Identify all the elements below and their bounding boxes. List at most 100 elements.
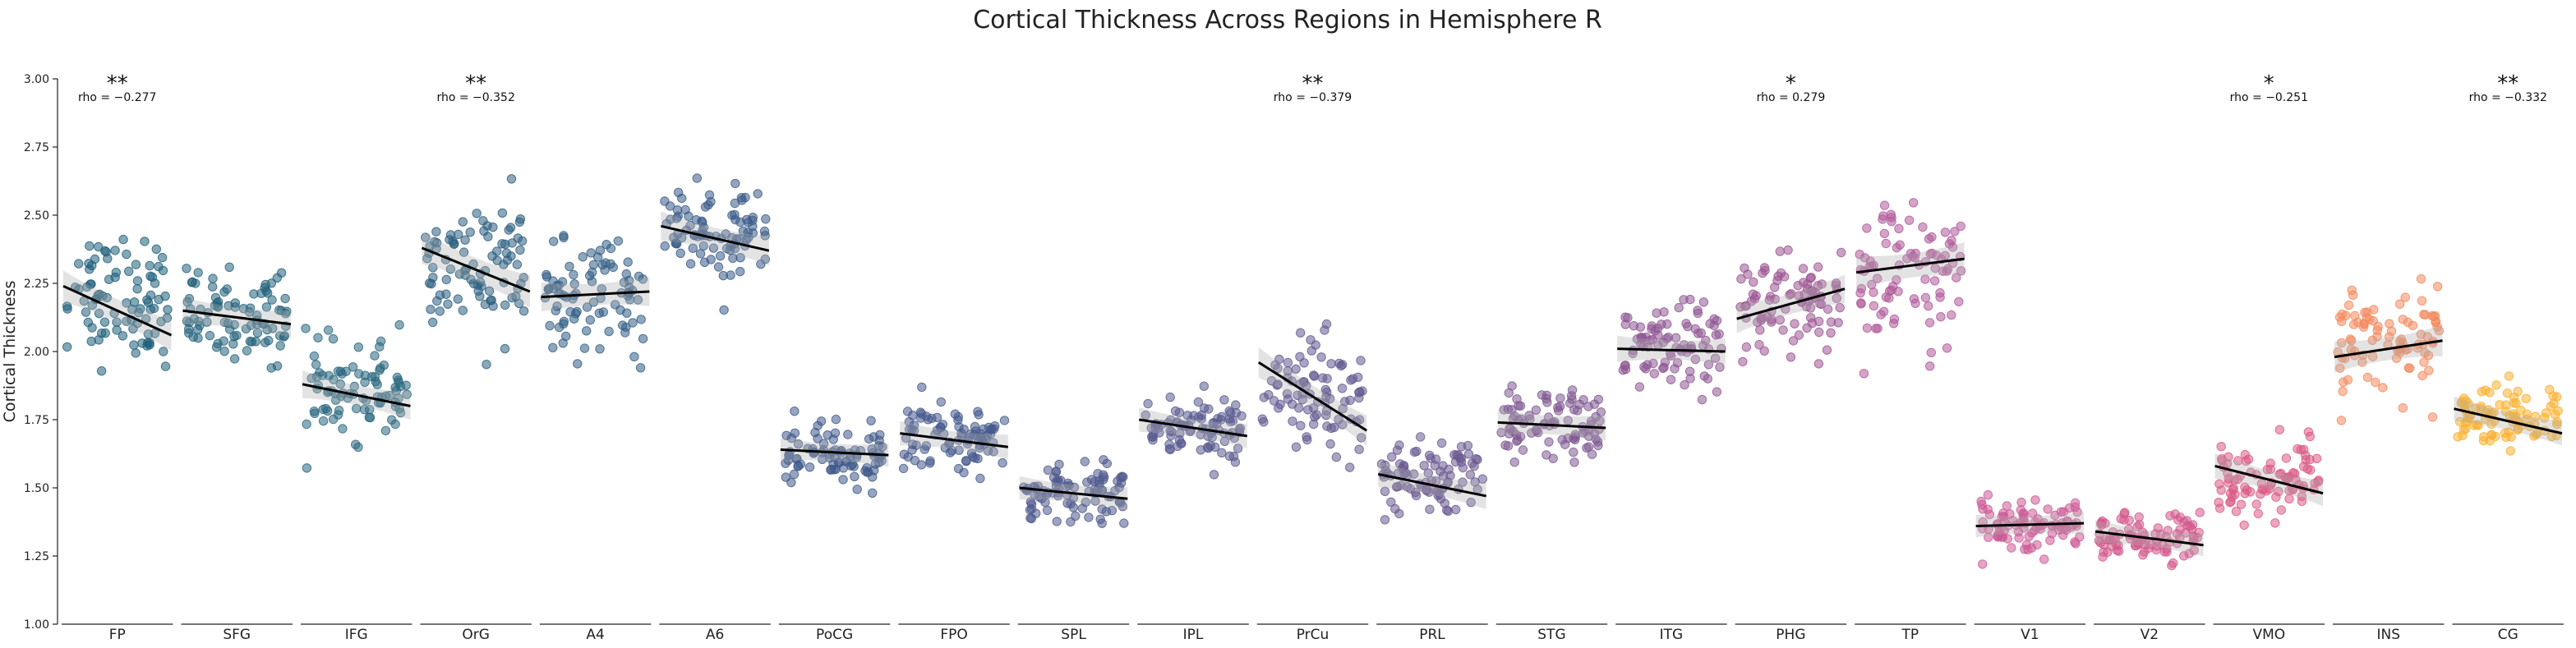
data-point xyxy=(2303,427,2314,437)
data-point xyxy=(2405,363,2415,373)
data-point xyxy=(2138,550,2148,560)
data-point xyxy=(2236,499,2247,509)
y-tick-label: 3.00 xyxy=(24,73,49,86)
data-point xyxy=(2416,273,2426,284)
data-point xyxy=(1224,451,1235,461)
data-point xyxy=(329,414,339,425)
data-point xyxy=(703,200,713,210)
data-point xyxy=(672,214,682,223)
data-point xyxy=(1531,405,1541,415)
data-point xyxy=(1512,394,1522,404)
x-tick-label: STG xyxy=(1537,627,1565,643)
data-point xyxy=(1390,503,1400,514)
data-point xyxy=(242,346,252,356)
data-point xyxy=(506,174,517,184)
data-point xyxy=(2434,325,2445,336)
region-panel-a6: A6 xyxy=(659,173,771,643)
data-point xyxy=(353,342,363,352)
data-point xyxy=(813,434,823,443)
data-point xyxy=(245,303,256,313)
trend-line xyxy=(302,383,411,407)
data-point xyxy=(472,209,482,218)
data-point xyxy=(261,302,272,312)
data-point xyxy=(445,264,456,274)
data-point xyxy=(2302,464,2313,474)
data-point xyxy=(309,407,320,416)
data-point xyxy=(2095,538,2106,548)
trend-line xyxy=(1377,472,1487,498)
data-point xyxy=(2216,485,2226,495)
data-point xyxy=(2461,396,2472,406)
data-point xyxy=(1593,394,1604,404)
data-point xyxy=(2371,377,2380,388)
data-point xyxy=(790,407,800,416)
data-point xyxy=(83,317,94,328)
data-point xyxy=(1500,440,1510,450)
data-point xyxy=(2239,520,2249,531)
scatter-points xyxy=(1257,319,1367,472)
data-point xyxy=(211,342,222,352)
data-point xyxy=(352,403,362,414)
data-point xyxy=(665,201,675,211)
data-point xyxy=(1620,319,1631,329)
data-point xyxy=(834,457,844,468)
data-point xyxy=(1084,512,1094,522)
data-point xyxy=(2419,357,2429,367)
data-point xyxy=(74,259,84,269)
data-point xyxy=(122,249,131,260)
region-panel-sfg: SFG xyxy=(181,262,293,643)
data-point xyxy=(2477,387,2486,397)
data-point xyxy=(636,315,646,324)
data-point xyxy=(1310,371,1320,381)
data-point xyxy=(1799,278,1809,287)
data-point xyxy=(1042,505,1053,515)
data-point xyxy=(1936,312,1946,322)
data-point xyxy=(1337,384,1348,393)
data-point xyxy=(2123,524,2134,535)
data-point xyxy=(1410,487,1421,498)
data-point xyxy=(2192,533,2202,543)
data-point xyxy=(2030,495,2040,505)
data-point xyxy=(1927,232,1937,242)
data-point xyxy=(552,281,562,291)
data-point xyxy=(2105,535,2115,545)
data-point xyxy=(781,458,790,468)
data-point xyxy=(1813,281,1823,291)
data-point xyxy=(585,315,595,325)
data-point xyxy=(1862,223,1872,233)
data-point xyxy=(869,432,879,442)
trend-line xyxy=(661,224,770,252)
data-point xyxy=(100,246,110,256)
data-point xyxy=(1217,411,1227,421)
region-panel-ipl: IPL xyxy=(1137,381,1249,643)
data-point xyxy=(402,389,412,399)
data-point xyxy=(1102,458,1113,469)
y-tick-label: 1.75 xyxy=(24,414,49,427)
data-point xyxy=(898,463,909,474)
data-point xyxy=(223,301,233,310)
data-point xyxy=(110,246,120,255)
data-point xyxy=(1463,449,1474,459)
data-point xyxy=(276,268,287,278)
data-point xyxy=(2343,375,2353,385)
data-point xyxy=(1879,228,1890,239)
data-point xyxy=(453,294,463,304)
data-point xyxy=(1143,398,1153,409)
data-point xyxy=(97,329,107,338)
data-point xyxy=(786,433,796,443)
data-point xyxy=(1775,246,1786,256)
data-point xyxy=(1357,433,1366,443)
data-point xyxy=(708,243,719,253)
scatter-points xyxy=(62,234,173,376)
data-point xyxy=(229,319,239,330)
data-point xyxy=(229,332,239,342)
data-point xyxy=(1338,420,1348,430)
data-point xyxy=(1924,301,1933,311)
data-point xyxy=(1662,319,1672,329)
data-point xyxy=(2032,540,2042,550)
data-point xyxy=(275,341,285,351)
data-point xyxy=(1443,506,1454,516)
data-point xyxy=(1947,310,1956,320)
data-point xyxy=(961,457,971,466)
data-point xyxy=(338,424,348,434)
